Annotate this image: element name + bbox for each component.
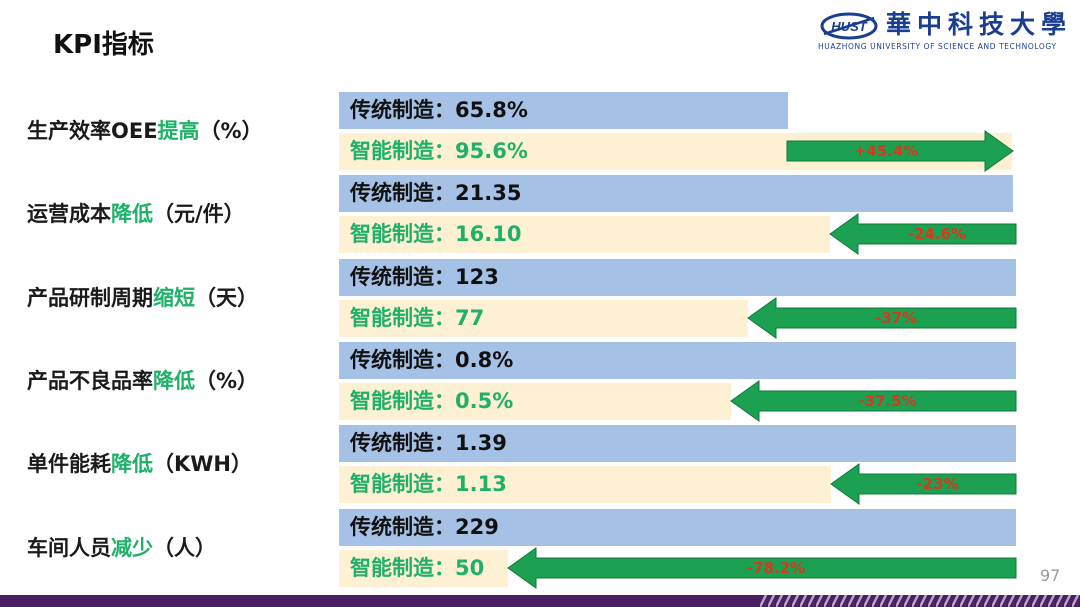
kpi-row-label: 车间人员减少（人） <box>27 533 216 563</box>
traditional-bar <box>339 425 1016 463</box>
traditional-bar <box>339 258 1016 296</box>
smart-bar <box>339 549 508 587</box>
hust-emblem-icon: HUST <box>820 12 878 40</box>
smart-value-label: 智能制造：95.6% <box>350 139 528 163</box>
smart-value-label: 智能制造：0.5% <box>350 388 514 413</box>
arrow-left-icon <box>730 379 1017 422</box>
kpi-direction-word: 降低 <box>153 368 195 393</box>
kpi-unit: （%） <box>199 119 263 143</box>
university-logo: HUST 華中科技大學 HUAZHONG UNIVERSITY OF SCIEN… <box>818 4 1076 54</box>
traditional-bar <box>339 92 788 129</box>
page-number: 97 <box>1040 566 1061 585</box>
traditional-bar <box>339 508 1016 546</box>
smart-value-label: 智能制造：16.10 <box>350 222 522 247</box>
kpi-direction-word: 降低 <box>111 202 153 227</box>
change-percent-label: -37% <box>874 308 918 327</box>
change-percent-label: -37.5% <box>858 391 917 410</box>
kpi-unit: （%） <box>195 368 259 393</box>
kpi-unit: （人） <box>153 535 216 560</box>
footer-band <box>0 595 1080 607</box>
traditional-value-label: 传统制造：21.35 <box>350 181 522 206</box>
smart-bar <box>339 382 731 420</box>
traditional-value-label: 传统制造：0.8% <box>350 347 514 372</box>
kpi-direction-word: 缩短 <box>153 285 195 310</box>
university-name-en: HUAZHONG UNIVERSITY OF SCIENCE AND TECHN… <box>818 42 1057 51</box>
emblem-mark-text: HUST <box>831 19 867 34</box>
kpi-name: 车间人员 <box>27 535 111 560</box>
kpi-name: 产品研制周期 <box>27 285 153 310</box>
smart-value-label: 智能制造：1.13 <box>350 472 507 497</box>
change-percent-label: -23% <box>916 475 959 494</box>
kpi-name: 产品不良品率 <box>27 368 153 393</box>
arrow-left-icon <box>507 546 1017 589</box>
arrow-right-icon <box>786 130 1014 172</box>
traditional-value-label: 传统制造：1.39 <box>350 431 507 456</box>
kpi-row-label: 运营成本降低（元/件） <box>27 199 245 229</box>
change-percent-label: -24.6% <box>907 225 967 244</box>
arrow-left-icon <box>830 463 1017 506</box>
kpi-direction-word: 减少 <box>111 535 153 560</box>
kpi-unit: （KWH） <box>153 452 253 477</box>
traditional-value-label: 传统制造：123 <box>350 264 499 289</box>
smart-bar <box>339 216 830 254</box>
traditional-value-label: 传统制造：229 <box>350 514 499 539</box>
university-name-cn: 華中科技大學 <box>886 10 1073 39</box>
page-title: KPI指标 <box>53 30 154 60</box>
kpi-unit: （天） <box>195 285 258 310</box>
change-percent-label: -78.2% <box>746 558 806 577</box>
kpi-row-label: 产品不良品率降低（%） <box>27 366 258 396</box>
smart-bar <box>339 299 748 337</box>
smart-value-label: 智能制造：50 <box>350 555 485 580</box>
smart-value-label: 智能制造：77 <box>350 305 485 330</box>
kpi-name: 运营成本 <box>27 202 111 227</box>
traditional-value-label: 传统制造：65.8% <box>350 98 528 122</box>
kpi-row-label: 生产效率OEE提高（%） <box>27 116 263 146</box>
traditional-bar <box>339 341 1016 379</box>
kpi-row-label: 单件能耗降低（KWH） <box>27 449 252 479</box>
kpi-direction-word: 提高 <box>157 119 200 143</box>
traditional-bar <box>339 175 1013 213</box>
arrow-left-icon <box>829 213 1017 256</box>
kpi-row-label: 产品研制周期缩短（天） <box>27 283 258 313</box>
arrow-left-icon <box>747 296 1017 339</box>
smart-bar <box>339 466 831 504</box>
kpi-unit: （元/件） <box>153 202 245 227</box>
kpi-name: 单件能耗 <box>27 452 111 477</box>
kpi-name: 生产效率OEE <box>27 119 158 143</box>
kpi-direction-word: 降低 <box>111 452 153 477</box>
change-percent-label: +45.4% <box>853 142 919 160</box>
